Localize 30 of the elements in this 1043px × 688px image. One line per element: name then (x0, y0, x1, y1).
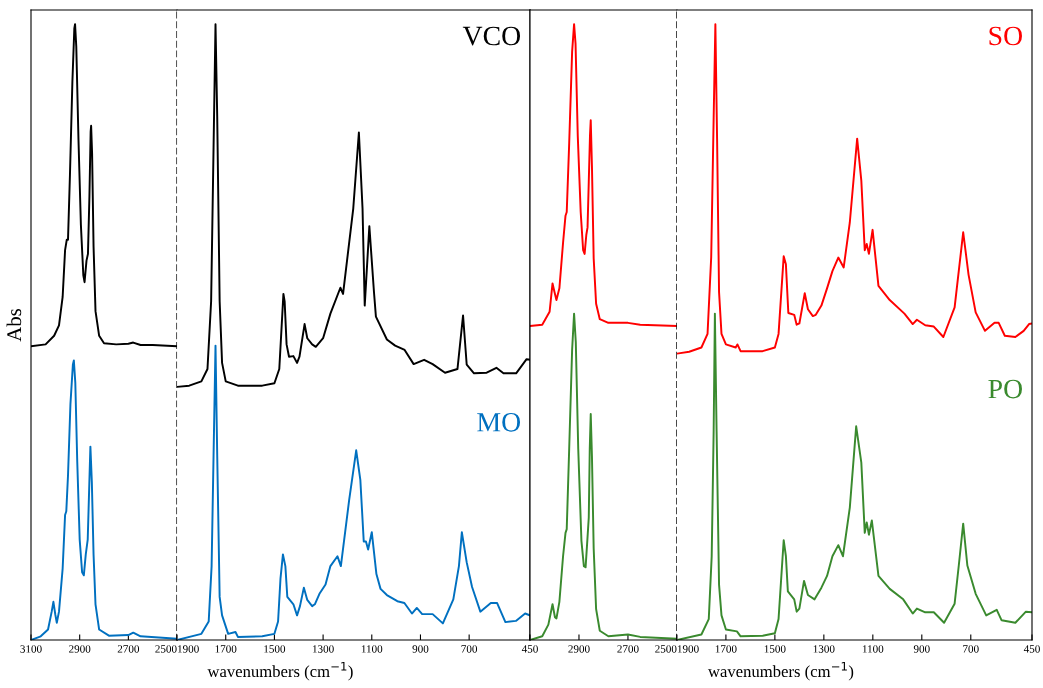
x-tick-label: 1500 (764, 645, 786, 653)
x-tick-label: 900 (913, 645, 930, 653)
x-tick-label: 700 (963, 645, 979, 653)
x-tick-label: 1300 (312, 645, 334, 653)
x-tick-label: 1100 (361, 645, 383, 653)
x-tick-label: 1300 (813, 645, 835, 653)
x-tick-label: 2900 (69, 645, 91, 653)
x-tick-label: 1700 (715, 645, 737, 653)
x-tick-label: 1500 (264, 645, 286, 653)
x-tick-label: 1900 (178, 645, 199, 653)
x-tick-label: 2700 (617, 645, 639, 653)
text: PO (988, 379, 1022, 399)
x-tick-label: 2700 (117, 645, 140, 653)
text: MO (477, 412, 521, 432)
x-tick-label: 1100 (862, 645, 884, 653)
x-tick-label: 2900 (568, 645, 590, 653)
x-tick-label: 2500 (155, 645, 177, 653)
x-tick-label: 900 (412, 645, 429, 653)
x-axis-title: wavenumbers (cm$^{−1}$) (207, 662, 353, 681)
text: VCO (462, 26, 521, 46)
y-axis-title: Abs (6, 308, 22, 342)
x-tick-label: 3100 (20, 645, 42, 653)
x-axis-title: wavenumbers (cm$^{−1}$) (707, 662, 854, 681)
x-tick-label: 2500 (655, 645, 677, 653)
x-tick-label: 1700 (215, 645, 237, 653)
x-tick-label: 450 (1023, 645, 1040, 653)
x-tick-label: 700 (461, 645, 478, 653)
text: SO (989, 26, 1022, 46)
x-tick-label: 450 (521, 645, 538, 653)
x-tick-label: 1900 (677, 645, 699, 653)
